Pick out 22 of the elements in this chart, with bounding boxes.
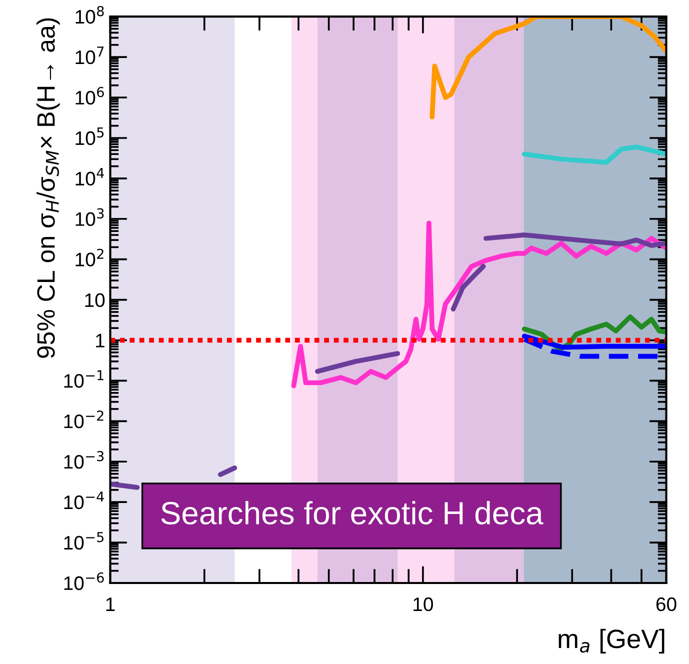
y-tick-label: 10$^{6}$ [76, 86, 104, 105]
y-tick-label: 10$^{7}$ [76, 46, 104, 64]
y-tick-label: 10$^{3}$ [76, 208, 104, 226]
x-axis-title: m$_{a}$ [GeV] [558, 628, 664, 654]
y-tick-label: 10$^{4}$ [76, 168, 104, 186]
y-tick-label: 10$^{8}$ [76, 6, 104, 24]
x-tick-label: 10 [414, 597, 433, 612]
y-axis-title: 95% CL on σ$_{H}$/σ$_{SM}$× B(H→ aa) [36, 18, 60, 358]
x-tick-label: 60 [656, 597, 676, 612]
y-tick-label: 10$^{2}$ [76, 248, 104, 266]
x-tick-label: 1 [106, 598, 115, 611]
line-series [450, 264, 486, 312]
y-tick-label: 10$^{5}$ [76, 128, 104, 146]
y-tick-label: 1 [96, 334, 104, 348]
y-tick-label: 10$^{−2}$ [64, 410, 104, 428]
annotation: Searches for exotic H deca [161, 501, 544, 525]
y-tick-label: 10$^{−3}$ [64, 450, 104, 469]
y-tick-label: 10 [85, 293, 105, 308]
y-tick-label: 10$^{−1}$ [64, 370, 104, 388]
y-tick-label: 10$^{−6}$ [64, 572, 104, 590]
y-tick-label: 10$^{−4}$ [64, 492, 104, 510]
y-tick-label: 10$^{−5}$ [64, 532, 104, 550]
